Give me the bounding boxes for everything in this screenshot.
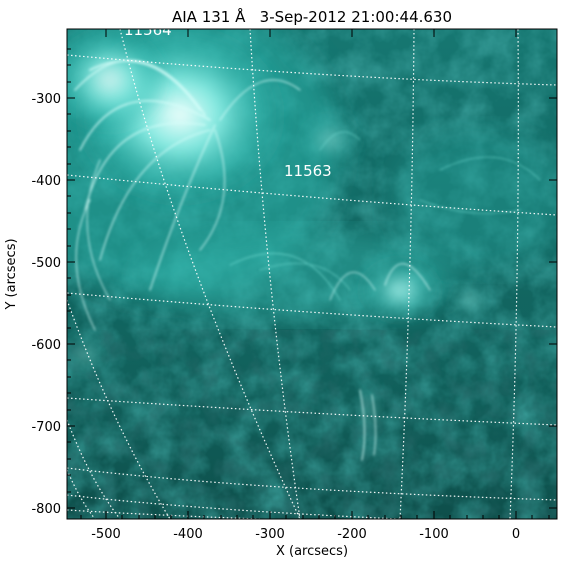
y-tick-label: -300 bbox=[31, 92, 61, 107]
solar-image bbox=[67, 29, 557, 519]
x-tick-label: -200 bbox=[337, 527, 367, 542]
x-tick-label: -500 bbox=[91, 527, 121, 542]
y-tick-label: -500 bbox=[31, 256, 61, 271]
x-axis-label: X (arcsecs) bbox=[276, 544, 348, 559]
x-tick-label: 0 bbox=[512, 527, 520, 542]
y-axis-label: Y (arcsecs) bbox=[4, 238, 19, 310]
x-tick-label: -400 bbox=[173, 527, 203, 542]
figure-title: AIA 131 Å 3-Sep-2012 21:00:44.630 bbox=[172, 7, 452, 26]
x-tick-label: -100 bbox=[419, 527, 449, 542]
y-tick-label: -600 bbox=[31, 338, 61, 353]
plot-frame bbox=[66, 28, 558, 520]
y-tick-label: -400 bbox=[31, 174, 61, 189]
active-region-label-11564: 11564 bbox=[124, 21, 172, 39]
x-tick-labels: -500 -400 -300 -200 -100 0 bbox=[91, 527, 520, 542]
axis-ticks bbox=[67, 29, 557, 519]
x-tick-label: -300 bbox=[255, 527, 285, 542]
y-tick-label: -700 bbox=[31, 420, 61, 435]
y-tick-label: -800 bbox=[31, 502, 61, 517]
y-tick-labels: -300 -400 -500 -600 -700 -800 bbox=[31, 92, 61, 517]
active-region-label-11563: 11563 bbox=[284, 162, 332, 180]
